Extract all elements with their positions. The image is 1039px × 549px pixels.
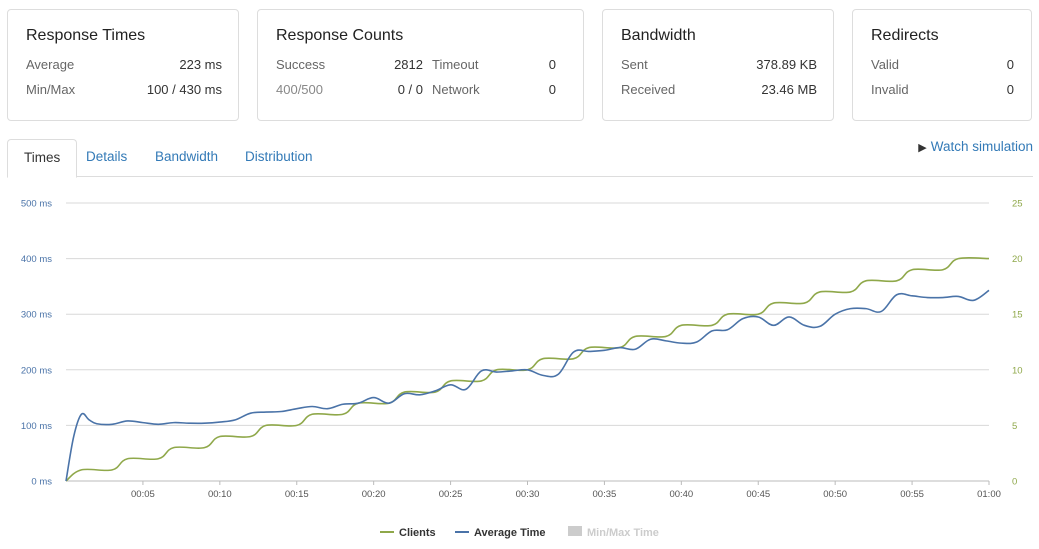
y-left-tick-label: 100 ms (21, 421, 52, 432)
y-axis-left: 0 ms 100 ms 200 ms 300 ms 400 ms 500 ms (21, 199, 52, 488)
y-right-tick-label: 25 (1012, 199, 1023, 210)
received-label: Received (621, 82, 676, 97)
minmax-label: Min/Max (26, 82, 76, 97)
tab-times[interactable]: Times (7, 139, 78, 178)
status-value: 0 / 0 (397, 82, 423, 97)
valid-label: Valid (871, 57, 899, 72)
times-chart: 0 ms 100 ms 200 ms 300 ms 400 ms 500 ms 0 5 10 1… (21, 199, 1023, 540)
bandwidth-card: Bandwidth Sent 378.89 KB Received 23.46 … (602, 9, 834, 121)
y-right-tick-label: 0 (1012, 477, 1017, 488)
legend-label: Clients (399, 527, 436, 539)
minmax-value: 100 / 430 ms (146, 82, 222, 97)
y-left-tick-label: 500 ms (21, 199, 52, 210)
success-value: 2812 (394, 57, 423, 72)
status-label: 400/500 (276, 82, 323, 97)
response-times-card: Response Times Average 223 ms Min/Max 10… (7, 9, 239, 121)
success-label: Success (276, 57, 326, 72)
x-tick-label: 00:50 (823, 489, 847, 500)
legend-label: Average Time (474, 527, 546, 539)
response-times-title: Response Times (26, 27, 146, 44)
redirects-title: Redirects (871, 27, 939, 44)
x-axis: 00:05 00:10 00:15 00:20 00:25 00:30 00:35 00:40… (131, 481, 1001, 500)
invalid-value: 0 (1006, 82, 1014, 97)
bandwidth-title: Bandwidth (621, 27, 696, 44)
legend-label: Min/Max Time (587, 527, 659, 539)
x-tick-label: 00:35 (593, 489, 617, 500)
legend-swatch-minmax (568, 526, 582, 536)
x-tick-label: 00:40 (669, 489, 693, 500)
sent-label: Sent (621, 57, 648, 72)
chart-grid (66, 202, 989, 482)
x-tick-label: 00:25 (439, 489, 463, 500)
valid-value: 0 (1006, 57, 1014, 72)
redirects-card: Redirects Valid 0 Invalid 0 (852, 9, 1032, 121)
x-tick-label: 00:45 (746, 489, 770, 500)
network-value: 0 (548, 82, 556, 97)
y-right-tick-label: 15 (1012, 310, 1023, 321)
x-tick-label: 00:30 (516, 489, 540, 500)
y-left-tick-label: 300 ms (21, 310, 52, 321)
x-tick-label: 00:05 (131, 489, 155, 500)
timeout-label: Timeout (432, 57, 479, 72)
chart-series (65, 256, 990, 482)
watch-simulation-link[interactable]: ▶ Watch simulation (918, 139, 1033, 154)
chart-legend: Clients Average Time Min/Max Time (380, 526, 659, 539)
average-time-series-line (65, 289, 990, 482)
y-right-tick-label: 20 (1012, 254, 1023, 265)
tab-bar: Times Details Bandwidth Distribution (7, 139, 1033, 178)
y-right-tick-label: 5 (1012, 421, 1017, 432)
tab-distribution[interactable]: Distribution (245, 149, 313, 164)
x-tick-label: 00:10 (208, 489, 232, 500)
average-label: Average (26, 57, 75, 72)
x-tick-label: 00:15 (285, 489, 309, 500)
x-tick-label: 00:55 (900, 489, 924, 500)
x-tick-label: 01:00 (977, 489, 1001, 500)
response-counts-title: Response Counts (276, 27, 404, 44)
y-right-tick-label: 10 (1012, 365, 1023, 376)
timeout-value: 0 (548, 57, 556, 72)
tab-details[interactable]: Details (86, 149, 128, 164)
y-left-tick-label: 0 ms (31, 477, 52, 488)
network-label: Network (432, 82, 480, 97)
y-axis-right: 0 5 10 15 20 25 (1012, 199, 1023, 488)
watch-simulation-label: Watch simulation (930, 139, 1033, 154)
y-left-tick-label: 200 ms (21, 365, 52, 376)
invalid-label: Invalid (871, 82, 909, 97)
y-left-tick-label: 400 ms (21, 254, 52, 265)
x-tick-label: 00:20 (362, 489, 386, 500)
received-value: 23.46 MB (761, 82, 817, 97)
average-value: 223 ms (179, 57, 222, 72)
sent-value: 378.89 KB (756, 57, 817, 72)
play-icon: ▶ (918, 142, 927, 154)
tab-bandwidth[interactable]: Bandwidth (155, 149, 219, 164)
response-counts-card: Response Counts Success 2812 Timeout 0 4… (257, 9, 584, 121)
